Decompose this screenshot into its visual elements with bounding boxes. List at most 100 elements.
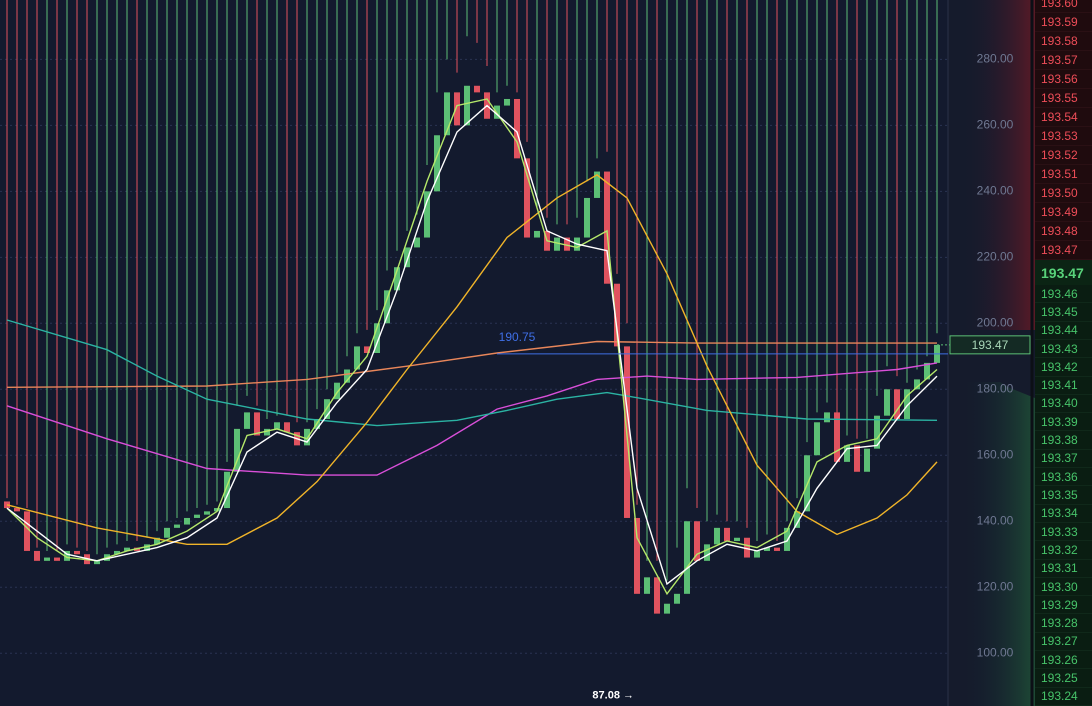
candle-body: [24, 511, 30, 551]
bid-row[interactable]: 193.24: [1035, 687, 1092, 706]
candle-body: [414, 237, 420, 248]
ask-row[interactable]: 193.48: [1035, 222, 1092, 241]
y-tick-label: 200.00: [977, 315, 1014, 329]
bid-depth: [960, 382, 1035, 706]
bid-row[interactable]: 193.30: [1035, 577, 1092, 597]
candle-body: [444, 92, 450, 136]
y-tick-label: 180.00: [977, 381, 1014, 395]
last-price-label: 193.47: [972, 338, 1009, 352]
candle-body: [254, 412, 260, 436]
last-price-row[interactable]: 193.47: [1035, 260, 1092, 285]
candle-body: [744, 537, 750, 558]
candle-body: [4, 501, 10, 509]
candle-body: [424, 191, 430, 238]
candle-body: [764, 547, 770, 551]
bid-row[interactable]: 193.38: [1035, 431, 1092, 450]
candle-body: [654, 577, 660, 614]
candle-body: [174, 524, 180, 528]
bid-row[interactable]: 193.41: [1035, 376, 1092, 395]
candle-body: [674, 593, 680, 604]
ask-row[interactable]: 193.57: [1035, 51, 1092, 70]
candle-body: [374, 323, 380, 353]
candle-body: [924, 362, 930, 380]
candle-body: [234, 428, 240, 472]
ask-row[interactable]: 193.49: [1035, 203, 1092, 222]
candle-body: [634, 517, 640, 594]
candle-body: [514, 98, 520, 159]
bid-row[interactable]: 193.26: [1035, 651, 1092, 670]
bid-row[interactable]: 193.32: [1035, 541, 1092, 560]
bid-row[interactable]: 193.39: [1035, 413, 1092, 432]
ask-row[interactable]: 193.55: [1035, 89, 1092, 108]
bid-row[interactable]: 193.42: [1035, 358, 1092, 377]
ask-row[interactable]: 193.54: [1035, 108, 1092, 127]
bid-row[interactable]: 193.34: [1035, 504, 1092, 523]
candle-body: [584, 197, 590, 238]
candle-body: [384, 290, 390, 324]
indicator-line: [6, 340, 937, 388]
candle-body: [664, 603, 670, 614]
candle-body: [354, 346, 360, 370]
candle-body: [404, 247, 410, 268]
candle-body: [14, 508, 20, 512]
bid-row[interactable]: 193.43: [1035, 339, 1092, 359]
bid-row[interactable]: 193.35: [1035, 486, 1092, 505]
candle-body: [684, 521, 690, 594]
candle-body: [344, 369, 350, 383]
bid-row[interactable]: 193.27: [1035, 632, 1092, 652]
y-tick-label: 100.00: [977, 645, 1014, 659]
candle-body: [124, 547, 130, 551]
bid-row[interactable]: 193.31: [1035, 559, 1092, 578]
bid-row[interactable]: 193.37: [1035, 449, 1092, 469]
ask-row[interactable]: 193.59: [1035, 13, 1092, 32]
low-marker: 87.08 →: [592, 690, 634, 702]
ask-row[interactable]: 193.47: [1035, 241, 1092, 260]
indicator-line: [6, 362, 938, 476]
candle-body: [564, 237, 570, 251]
candle-body: [504, 98, 510, 106]
last-price-box: [949, 335, 1031, 355]
ask-row[interactable]: 193.60: [1035, 0, 1092, 13]
bid-row[interactable]: 193.29: [1035, 596, 1092, 615]
bid-row[interactable]: 193.36: [1035, 468, 1092, 487]
bid-row[interactable]: 193.25: [1035, 669, 1092, 688]
candle-body: [334, 382, 340, 400]
candle-body: [524, 158, 530, 238]
ask-row[interactable]: 193.58: [1035, 32, 1092, 51]
bid-row[interactable]: 193.44: [1035, 321, 1092, 340]
y-tick-label: 140.00: [977, 513, 1014, 527]
candle-body: [854, 445, 860, 472]
ask-row[interactable]: 193.56: [1035, 70, 1092, 89]
ask-row[interactable]: 193.50: [1035, 184, 1092, 203]
bid-row[interactable]: 193.46: [1035, 285, 1092, 304]
indicator-line: [6, 174, 938, 545]
candle-body: [774, 547, 780, 551]
bid-row[interactable]: 193.28: [1035, 614, 1092, 633]
bid-row[interactable]: 193.45: [1035, 303, 1092, 322]
candle-body: [64, 550, 70, 561]
ask-row[interactable]: 193.52: [1035, 146, 1092, 165]
candle-body: [704, 544, 710, 561]
candle-body: [434, 135, 440, 192]
y-tick-label: 280.00: [977, 52, 1014, 66]
y-tick-label: 160.00: [977, 447, 1014, 461]
candle-body: [824, 412, 830, 423]
ask-row[interactable]: 193.53: [1035, 127, 1092, 146]
candle-body: [864, 448, 870, 472]
candle-body: [224, 471, 230, 509]
candle-body: [114, 550, 120, 555]
candle-body: [54, 557, 60, 561]
candle-body: [204, 511, 210, 515]
candle-body: [604, 171, 610, 284]
order-book: 193.60 193.59 193.58 193.57 193.56 193.55 193.…: [1035, 0, 1092, 706]
chart: 280.00 260.00 240.00 220.00 200.00 180.00 160.…: [0, 0, 1035, 706]
candle-body: [394, 267, 400, 291]
ask-row[interactable]: 193.51: [1035, 165, 1092, 184]
candle-body: [184, 517, 190, 525]
bid-row[interactable]: 193.33: [1035, 522, 1092, 542]
bid-row[interactable]: 193.40: [1035, 394, 1092, 414]
candle-body: [904, 389, 910, 419]
y-tick-label: 120.00: [977, 579, 1014, 593]
candle-body: [264, 428, 270, 436]
